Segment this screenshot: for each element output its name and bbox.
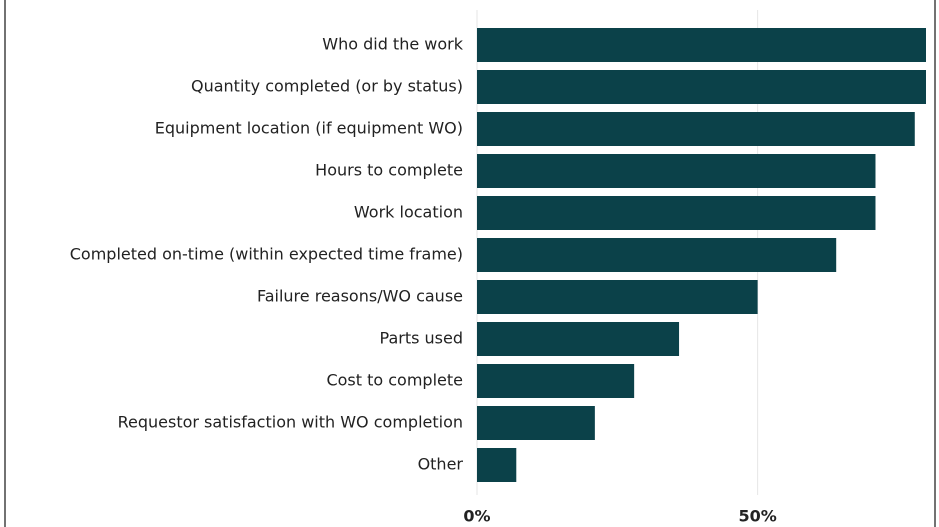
y-tick-label: Who did the work [322,35,463,54]
bar [477,112,915,146]
y-tick-label: Hours to complete [315,161,463,180]
bar [477,196,876,230]
bar [477,28,926,62]
y-tick-label: Work location [354,203,463,222]
bar [477,154,876,188]
y-tick-label: Completed on-time (within expected time … [70,245,463,264]
bar [477,280,758,314]
y-tick-label: Equipment location (if equipment WO) [155,119,463,138]
bar [477,364,635,398]
bar [477,70,926,104]
bar [477,448,517,482]
y-tick-label: Cost to complete [326,371,463,390]
bar [477,238,837,272]
y-tick-label: Requestor satisfaction with WO completio… [118,413,463,432]
y-tick-label: Other [418,455,464,474]
x-tick-label: 50% [738,507,776,526]
x-tick-label: 0% [463,507,490,526]
y-tick-label: Failure reasons/WO cause [257,287,463,306]
y-tick-label: Parts used [380,329,463,348]
bar [477,322,680,356]
bar [477,406,595,440]
y-tick-label: Quantity completed (or by status) [191,77,463,96]
